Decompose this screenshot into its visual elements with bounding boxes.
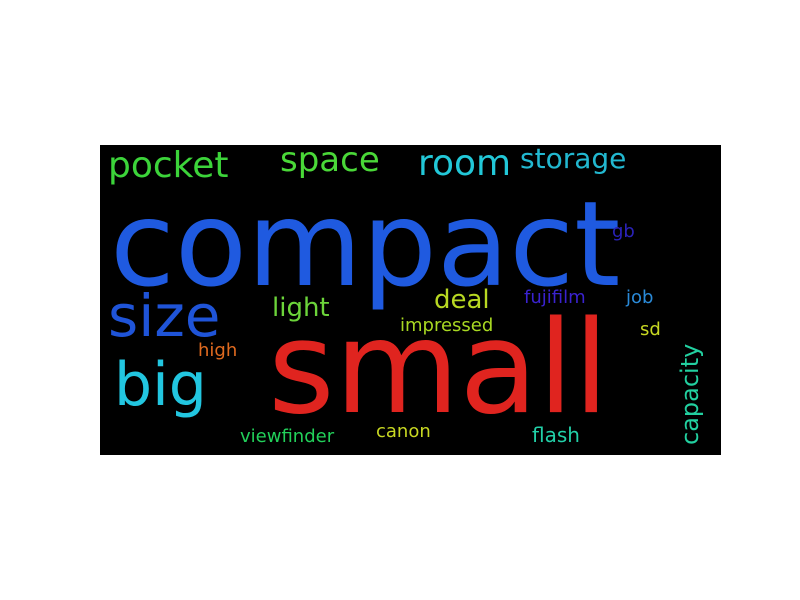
- word-sd: sd: [640, 319, 661, 340]
- word-impressed: impressed: [400, 315, 494, 336]
- word-room: room: [418, 145, 512, 184]
- word-viewfinder: viewfinder: [240, 426, 335, 447]
- word-flash: flash: [532, 423, 580, 447]
- word-compact: compact: [110, 175, 621, 313]
- word-gb: gb: [612, 221, 635, 242]
- word-deal: deal: [434, 285, 490, 315]
- word-capacity: capacity: [676, 343, 704, 445]
- word-canon: canon: [376, 421, 431, 442]
- word-light: light: [272, 293, 330, 323]
- word-space: space: [280, 145, 380, 180]
- word-high: high: [198, 340, 238, 361]
- word-storage: storage: [520, 145, 627, 175]
- word-small: small: [268, 294, 609, 443]
- word-job: job: [626, 287, 654, 308]
- word-fujifilm: fujifilm: [524, 287, 586, 308]
- word-big: big: [114, 350, 207, 420]
- word-cloud: compact small size big pocket space room…: [100, 145, 721, 455]
- word-pocket: pocket: [108, 145, 229, 186]
- word-size: size: [108, 282, 221, 350]
